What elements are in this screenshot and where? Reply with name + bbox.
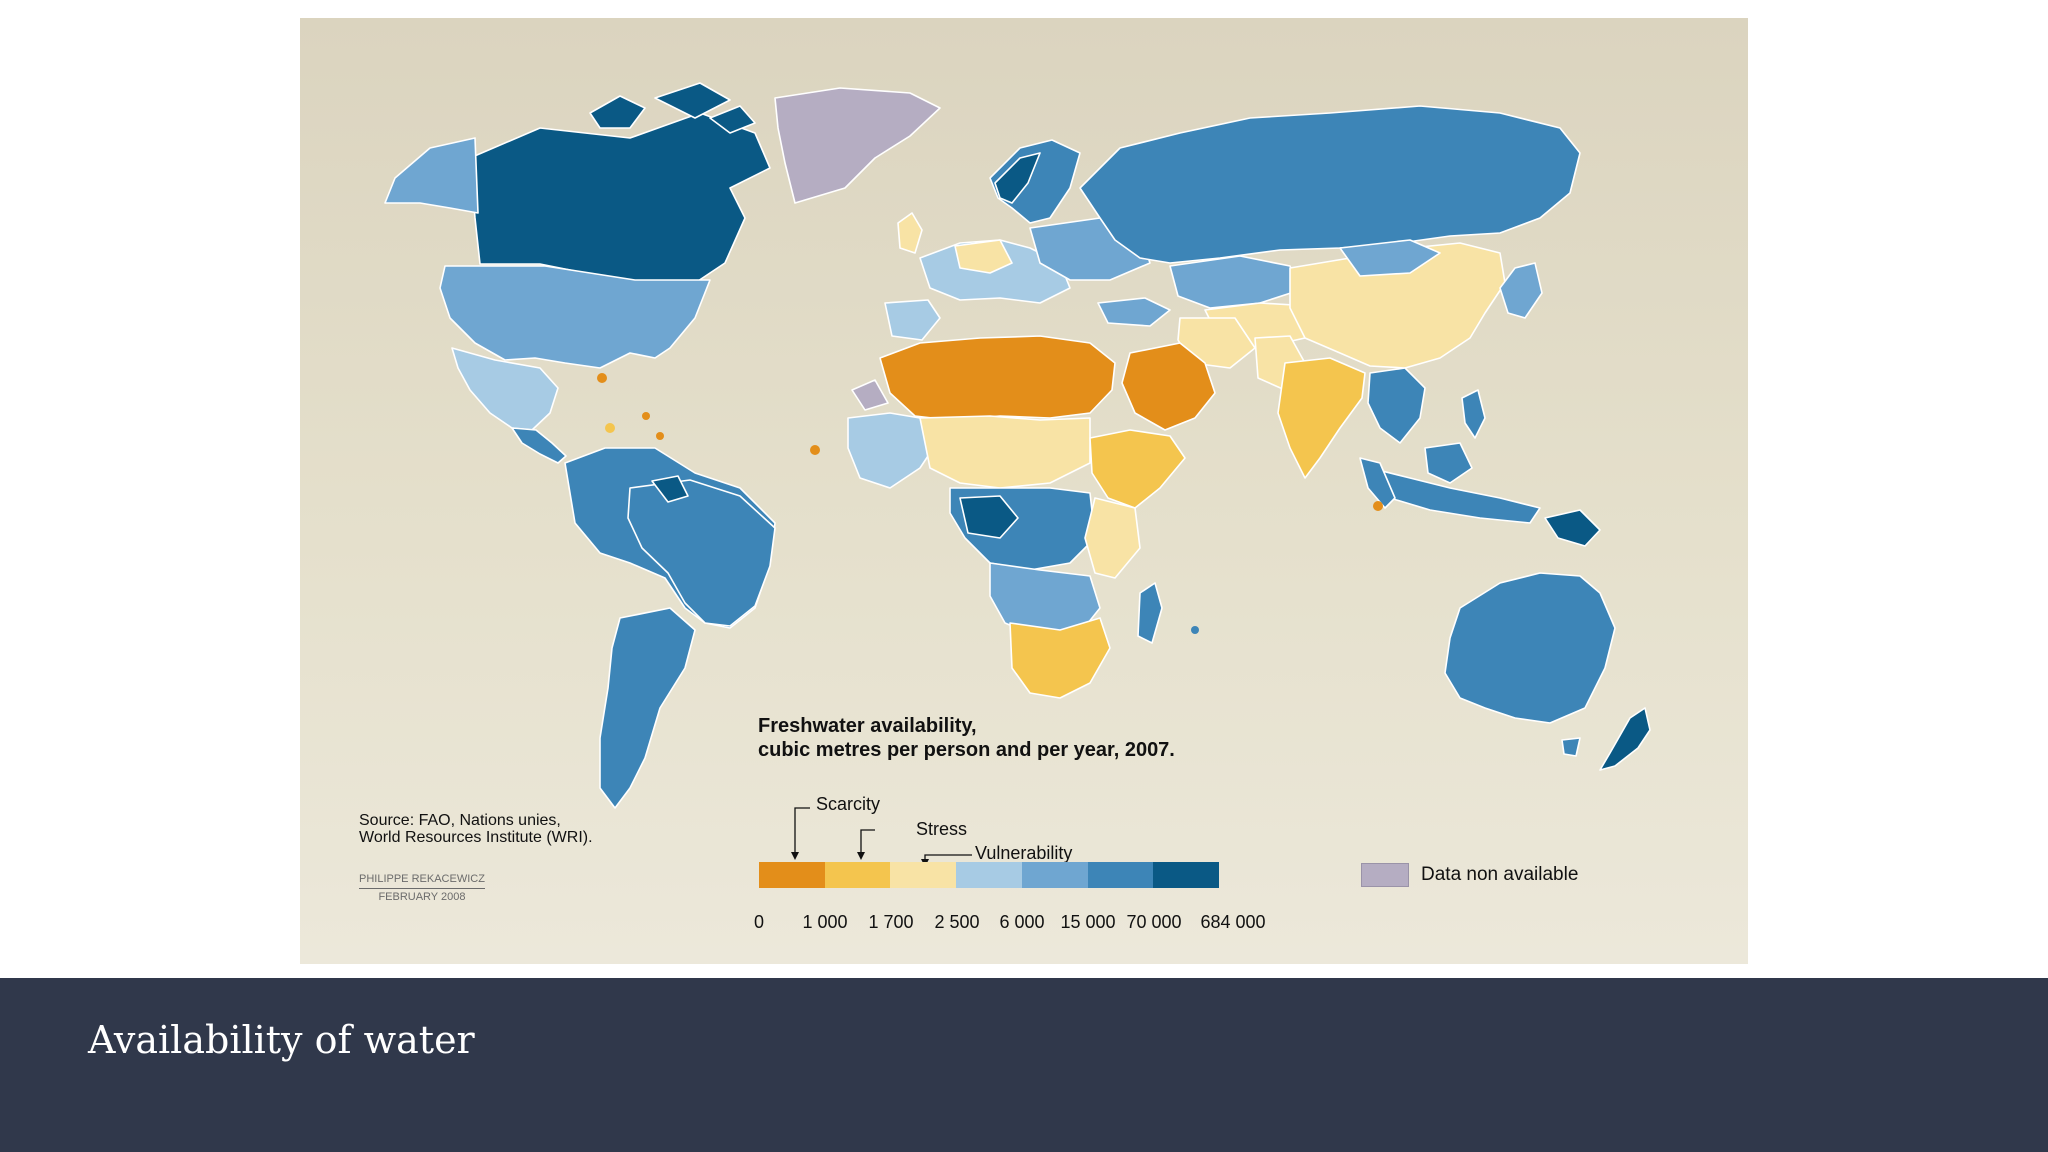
united-states [439,265,711,369]
legend-swatch-1000-1700 [824,862,891,888]
korea-japan [1499,262,1543,319]
legend-swatch-1700-2500 [890,862,957,888]
slide-caption: Availability of water [88,1018,475,1062]
papua [1544,509,1601,547]
west-africa [847,412,941,489]
sahel-belt [919,415,1091,489]
legend-tick-1700: 1 700 [868,912,914,932]
credit-date: FEBRUARY 2008 [378,891,466,903]
madagascar [1137,582,1163,644]
southeast-asia [1367,367,1426,444]
no-data-swatch [1361,863,1409,887]
world-map [384,82,1651,809]
legend-tick-15000: 15 000 [1060,912,1116,932]
china [1289,242,1506,369]
scarcity-label: Scarcity [816,794,881,814]
canada [469,112,771,289]
legend-tick-2500: 2 500 [934,912,980,932]
india [1277,357,1366,479]
mauritius-dot [1191,626,1199,634]
legend-tick-70000: 70 000 [1126,912,1182,932]
borneo [1424,442,1473,484]
canadian-arctic-islands [589,82,756,134]
iran [1177,317,1256,369]
cape-verde-dot [810,445,820,455]
turkey [1097,297,1171,327]
iberia [884,299,941,341]
tasmania [1561,737,1581,757]
greenland [774,87,941,204]
no-data-label: Data non available [1421,864,1579,885]
caribbean-dot-2 [642,412,650,420]
central-america [511,427,567,464]
legend-color-bar [759,862,1220,888]
sumatra [1359,457,1396,509]
alaska [384,137,479,214]
legend-title-line2: cubic metres per person and per year, 20… [758,739,1175,761]
guyana-suriname [651,475,689,503]
new-zealand [1599,707,1651,771]
caribbean-dot-4 [605,423,615,433]
caribbean-dot-3 [656,432,664,440]
legend-swatch-15000-70000 [1087,862,1154,888]
source-line1: Source: FAO, Nations unies, [359,812,561,829]
western-sahara [851,379,889,411]
germany-poland [954,239,1013,274]
mongolia [1339,239,1441,277]
norway-north [994,152,1041,204]
stress-label: Stress [916,819,968,839]
congo-basin [959,495,1019,539]
brazil [627,479,776,627]
credit-author: PHILIPPE REKACEWICZ [359,871,485,889]
legend-tick-6000: 6 000 [999,912,1045,932]
kazakhstan [1169,255,1301,309]
legend-tick-0: 0 [753,912,765,932]
philippines [1461,389,1486,439]
legend-title-line1: Freshwater availability, [758,715,977,737]
russia [1079,105,1581,264]
north-africa [879,335,1116,421]
indonesia [1369,467,1541,524]
source-note: Source: FAO, Nations unies, World Resour… [359,812,593,846]
legend-swatch-0-1000 [759,862,825,888]
vulnerability-label: Vulnerability [975,843,1073,863]
caribbean-dot-1 [597,373,607,383]
southern-cone [599,607,696,809]
legend-tick-1000: 1 000 [802,912,848,932]
east-africa [1084,497,1141,579]
source-line2: World Resources Institute (WRI). [359,829,593,846]
map-credit: PHILIPPE REKACEWICZ FEBRUARY 2008 [359,871,485,905]
legend-swatch-6000-15000 [1021,862,1088,888]
singapore-dot [1373,501,1383,511]
caption-bar: Availability of water [0,978,2048,1152]
legend-swatch-70000-684000 [1153,862,1220,888]
legend-title: Freshwater availability, cubic metres pe… [758,714,1175,762]
water-availability-map: Freshwater availability, cubic metres pe… [300,18,1748,964]
legend-tick-684000: 684 000 [1200,912,1266,932]
ethiopia-somalia [1089,429,1186,509]
uk [897,212,923,254]
southern-africa [1009,617,1111,699]
arabian-peninsula [1121,342,1216,431]
legend-swatch-2500-6000 [956,862,1022,888]
australia [1444,572,1616,724]
